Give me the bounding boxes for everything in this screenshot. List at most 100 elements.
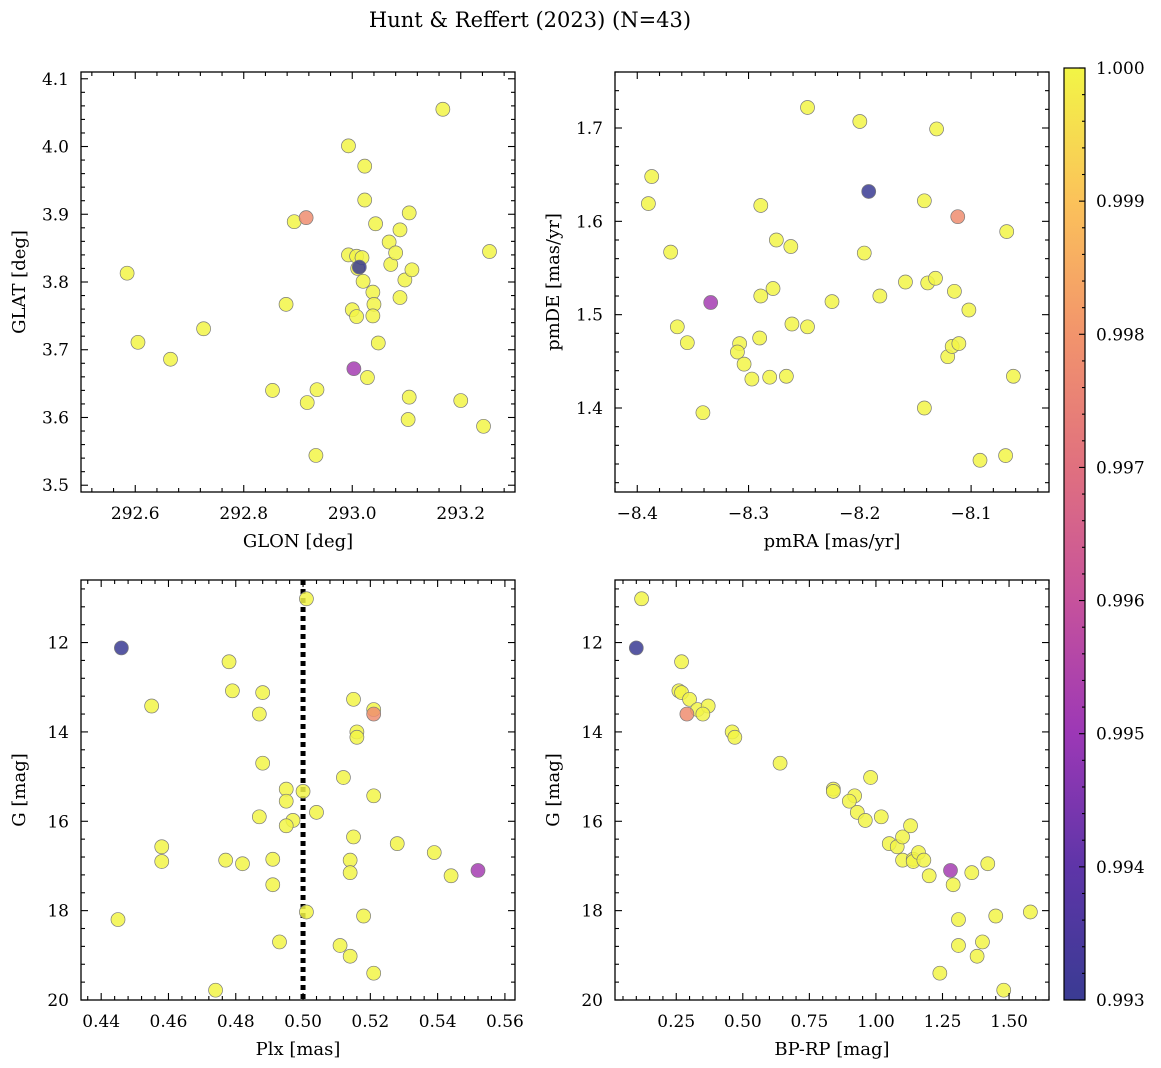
data-point [392,222,408,238]
data-point [366,965,382,981]
x-tick-label: 292.6 [111,504,160,524]
data-point [426,845,442,860]
data-point [663,244,678,260]
data-point [951,336,967,351]
data-point [400,412,416,427]
data-point [950,209,966,225]
data-point [309,382,325,398]
data-point [916,852,932,868]
data-point [295,783,311,799]
figure-title: Hunt & Reffert (2023) (N=43) [369,8,691,32]
data-point [1023,904,1038,920]
data-point [929,121,944,137]
y-axis-label: G [mag] [9,753,30,826]
x-tick-label: −8.3 [728,504,769,524]
data-point [753,288,769,304]
data-point [895,829,910,845]
data-point [251,809,267,825]
data-point [251,706,267,722]
y-tick-label: 16 [581,812,603,832]
data-point [360,370,375,385]
x-axis-label: Plx [mas] [256,1039,341,1060]
colorbar-tick-label: 0.995 [1096,725,1145,745]
data-point [964,865,980,881]
data-point [453,393,469,408]
data-point [341,138,356,154]
data-point [265,851,281,867]
data-point [769,232,784,248]
y-tick-label: 1.7 [576,119,603,139]
data-point [800,319,815,335]
y-axis-label: G [mag] [543,753,564,826]
data-point [225,683,240,699]
colorbar-tick-label: 1.000 [1096,59,1145,79]
data-point [255,685,271,700]
scatter-points [110,591,486,998]
colorbar-tick-label: 0.996 [1096,592,1145,612]
x-axis-label: GLON [deg] [243,531,353,552]
data-point [988,908,1004,924]
data-point [401,389,417,405]
data-point [863,770,878,785]
data-point [951,912,966,927]
data-point [255,755,271,771]
data-point [299,591,314,607]
data-point [308,448,324,463]
data-point [435,101,451,117]
data-point [669,319,685,335]
data-point [381,234,397,250]
data-point [928,270,943,286]
data-point [346,829,361,845]
data-point [824,294,840,309]
data-point [744,371,760,387]
colorbar-tick-label: 0.994 [1096,858,1145,878]
y-tick-label: 3.6 [42,408,69,428]
x-tick-label: 0.44 [82,1012,120,1032]
panel-bprp-g: 0.25 0.50 0.75 1.00 1.25 1.50 12 14 16 18 20 BP-RP … [543,579,1050,1060]
data-point [1006,368,1021,384]
data-point [265,383,280,398]
data-point [404,262,420,278]
data-point [235,856,250,872]
data-point [932,965,948,981]
data-point [336,770,351,785]
data-point [980,856,996,872]
data-point [999,224,1015,239]
y-tick-label: 12 [581,634,603,654]
data-point [278,297,294,312]
data-point [841,793,857,809]
colorbar-tick-label: 0.998 [1096,325,1145,345]
data-point [342,865,358,881]
y-tick-label: 12 [47,634,69,654]
data-point [783,239,799,254]
data-point [703,295,719,310]
data-point [730,344,745,360]
data-point [634,591,649,607]
y-tick-label: 1.6 [576,212,603,232]
data-point [898,274,913,290]
y-axis-label: pmDE [mas/yr] [543,213,564,351]
data-point [470,863,486,878]
data-point [401,205,417,221]
data-point [482,244,497,259]
y-tick-label: 16 [47,812,69,832]
x-tick-label: 292.8 [219,504,268,524]
data-point [346,691,361,707]
colorbar-gradient [1063,67,1086,1001]
scatter-points [119,101,497,463]
data-point [366,706,382,722]
scatter-points [641,100,1021,468]
data-point [366,788,382,804]
data-point [349,309,364,324]
axes-frame [614,71,1050,493]
data-point [218,852,234,868]
data-point [679,706,695,722]
data-point [861,184,877,199]
data-point [119,265,135,281]
data-point [357,158,373,174]
data-point [779,368,794,384]
data-point [196,321,211,337]
x-tick-label: 0.52 [351,1012,389,1032]
x-tick-label: 0.46 [150,1012,188,1032]
data-point [998,448,1013,463]
